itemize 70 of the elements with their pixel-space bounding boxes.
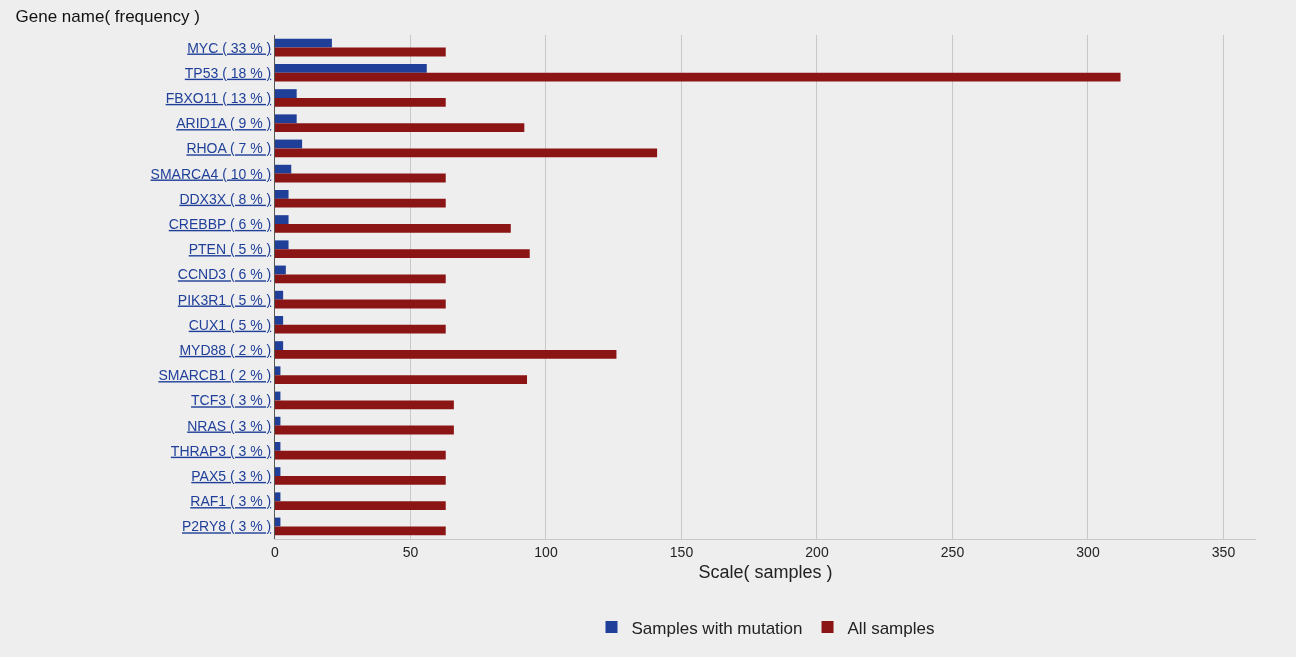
bar [275, 72, 1121, 82]
bar [275, 476, 446, 485]
bar [275, 38, 332, 48]
y-tick-label: THRAP3 ( 3 % ) [170, 442, 272, 459]
bar [275, 400, 454, 410]
x-tick-label: 0 [271, 543, 280, 560]
bar [275, 341, 284, 350]
y-tick-label: TP53 ( 18 % ) [184, 64, 272, 81]
bar [275, 224, 511, 233]
y-tick-label: RAF1 ( 3 % ) [190, 493, 272, 510]
y-tick-label: SMARCB1 ( 2 % ) [158, 367, 272, 384]
bar [275, 375, 528, 385]
x-axis-title: Scale( samples ) [698, 561, 833, 582]
legend-label: Samples with mutation [631, 618, 803, 638]
x-tick-label: 300 [1076, 543, 1100, 560]
x-tick-label: 150 [669, 543, 694, 560]
bar [275, 492, 281, 502]
bar [275, 425, 454, 435]
bar [275, 265, 286, 275]
y-tick-label: NRAS ( 3 % ) [187, 417, 272, 434]
bar [275, 63, 427, 73]
y-tick-label: CREBBP ( 6 % ) [168, 215, 272, 232]
bar [275, 274, 446, 284]
x-tick-label: 50 [402, 543, 419, 560]
bar [275, 164, 292, 174]
y-tick-label: TCF3 ( 3 % ) [191, 392, 272, 409]
bar [275, 114, 297, 124]
bar [275, 416, 281, 426]
y-tick-label: CUX1 ( 5 % ) [188, 316, 272, 333]
y-tick-label: ARID1A ( 9 % ) [176, 115, 272, 132]
bar [275, 198, 446, 208]
bar [275, 189, 289, 199]
y-tick-label: PAX5 ( 3 % ) [191, 467, 272, 484]
y-tick-label: DDX3X ( 8 % ) [179, 190, 272, 207]
bar [275, 324, 446, 334]
bar [275, 215, 289, 224]
y-tick-label: RHOA ( 7 % ) [186, 140, 272, 157]
bar [275, 441, 281, 451]
bar [275, 366, 281, 376]
x-tick-label: 350 [1211, 543, 1236, 560]
bar [275, 467, 281, 476]
x-tick-label: 100 [534, 543, 558, 560]
y-tick-label: FBXO11 ( 13 % ) [165, 89, 272, 106]
x-tick-label: 250 [940, 543, 965, 560]
bar [275, 89, 297, 98]
y-tick-label: SMARCA4 ( 10 % ) [150, 165, 272, 182]
bar [275, 148, 658, 158]
bar [275, 173, 446, 183]
bar [275, 526, 446, 536]
bar [275, 299, 446, 309]
y-tick-label: CCND3 ( 6 % ) [177, 266, 272, 283]
bar [275, 501, 446, 511]
bar [275, 139, 303, 149]
bar [275, 249, 530, 259]
bar [275, 350, 617, 359]
bar [275, 290, 284, 300]
bar [275, 450, 446, 460]
y-tick-label: PTEN ( 5 % ) [188, 241, 272, 258]
bar [275, 98, 446, 107]
bar [275, 47, 446, 57]
y-tick-label: MYD88 ( 2 % ) [179, 341, 272, 358]
bar [275, 315, 284, 325]
y-tick-label: PIK3R1 ( 5 % ) [177, 291, 272, 308]
y-tick-label: P2RY8 ( 3 % ) [181, 518, 272, 535]
x-tick-label: 200 [805, 543, 829, 560]
bar [275, 240, 289, 250]
text: Gene name( frequency ) [15, 6, 200, 26]
y-tick-label: MYC ( 33 % ) [187, 39, 272, 56]
legend-label: All samples [847, 618, 935, 638]
bar [275, 123, 525, 133]
